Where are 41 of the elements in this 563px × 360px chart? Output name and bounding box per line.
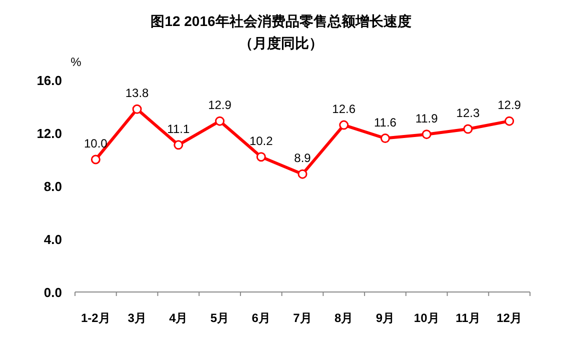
data-label: 10.2 [249, 134, 274, 148]
chart-title: 图12 2016年社会消费品零售总额增长速度 [150, 13, 412, 29]
x-tick-label: 4月 [169, 311, 188, 325]
x-tick-label: 5月 [210, 311, 230, 325]
x-tick-label: 9月 [376, 311, 395, 325]
x-tick-label: 6月 [252, 311, 270, 325]
data-label: 12.3 [456, 106, 480, 120]
point [463, 124, 473, 134]
point [504, 116, 514, 126]
point [256, 152, 266, 162]
x-tick-label: 10月 [414, 311, 440, 325]
point [298, 169, 308, 179]
x-tick-label: 11月 [456, 311, 480, 325]
y-tick-label: 16.0 [36, 73, 62, 88]
x-tick-label: 3月 [128, 311, 146, 325]
data-label: 11.1 [167, 122, 190, 136]
y-tick-label: 8.0 [44, 179, 62, 194]
y-axis-title: % [70, 55, 82, 69]
point [380, 134, 390, 144]
chart-subtitle: （月度同比） [239, 35, 323, 51]
point [215, 116, 225, 126]
point [339, 120, 349, 130]
x-tick-label: 1-2月 [81, 311, 110, 325]
point [90, 154, 100, 164]
x-tick-label: 12月 [496, 311, 522, 325]
point [132, 104, 142, 114]
data-label: 11.6 [374, 115, 397, 130]
x-tick-label: 8月 [334, 311, 354, 325]
y-tick-label: 12.0 [36, 126, 62, 141]
data-label: 12.6 [332, 102, 356, 116]
y-tick-label: 0.0 [44, 285, 62, 300]
data-label: 10.0 [84, 136, 108, 150]
x-tick-label: 7月 [293, 311, 312, 325]
point [422, 130, 432, 140]
point [174, 140, 184, 150]
data-label: 11.9 [415, 111, 438, 126]
data-label: 13.8 [125, 86, 150, 100]
data-label: 12.9 [498, 98, 522, 112]
data-label: 12.9 [208, 98, 232, 112]
data-label: 8.9 [294, 151, 312, 166]
y-tick-label: 4.0 [44, 232, 62, 247]
